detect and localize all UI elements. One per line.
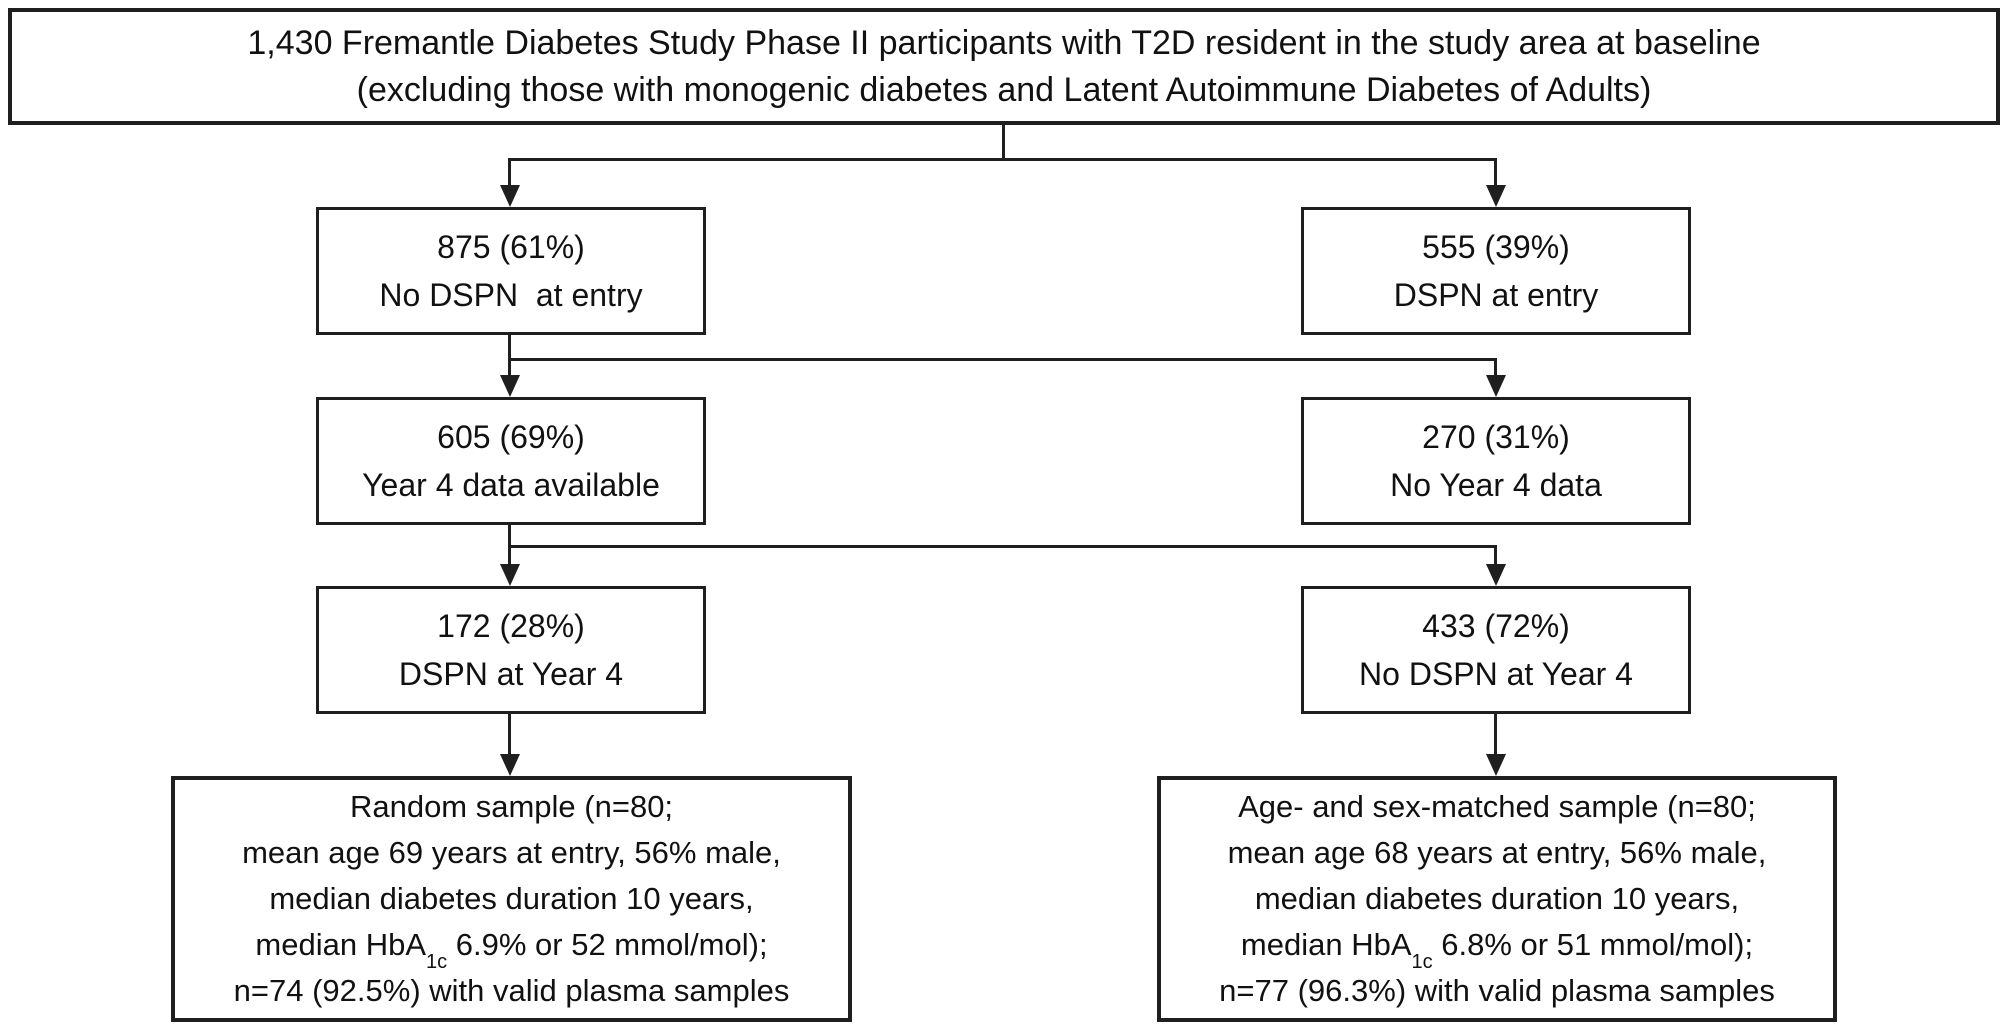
arrowhead-no-year4-data — [1486, 375, 1506, 397]
box-no-year4-data: 270 (31%) No Year 4 data — [1301, 397, 1691, 525]
dspn-year4-count: 172 (28%) — [437, 608, 585, 644]
no-year4-data-label: No Year 4 data — [1390, 467, 1602, 503]
random-sample-line4-post: 6.9% or 52 mmol/mol); — [447, 927, 768, 962]
arrowhead-matched-sample — [1486, 754, 1506, 776]
connector-row2-branch — [508, 358, 1497, 361]
no-dspn-entry-count: 875 (61%) — [437, 229, 585, 265]
box-study-population: 1,430 Fremantle Diabetes Study Phase II … — [8, 8, 2000, 125]
box-dspn-entry: 555 (39%) DSPN at entry — [1301, 207, 1691, 335]
connector-row2-stub — [508, 335, 511, 361]
connector-row3-stub — [508, 525, 511, 548]
random-sample-line5: n=74 (92.5%) with valid plasma samples — [233, 973, 790, 1008]
dspn-year4-label: DSPN at Year 4 — [398, 656, 624, 692]
matched-sample-line2: mean age 68 years at entry, 56% male, — [1227, 835, 1767, 870]
random-sample-line4: median HbA1c 6.9% or 52 mmol/mol); — [255, 922, 768, 972]
study-population-line1: 1,430 Fremantle Diabetes Study Phase II … — [247, 23, 1761, 62]
no-dspn-entry-label: No DSPN at entry — [379, 277, 643, 313]
year4-available-label: Year 4 data available — [362, 467, 660, 503]
year4-available-count: 605 (69%) — [437, 419, 585, 455]
no-dspn-year4-count: 433 (72%) — [1422, 608, 1570, 644]
connector-row1-left-drop — [508, 158, 511, 186]
matched-sample-line4-post: 6.8% or 51 mmol/mol); — [1432, 927, 1754, 962]
box-dspn-year4: 172 (28%) DSPN at Year 4 — [316, 586, 706, 714]
box-no-dspn-entry: 875 (61%) No DSPN at entry — [316, 207, 706, 335]
connector-row3-left-drop — [508, 545, 511, 565]
connector-row4-right-drop — [1494, 714, 1497, 755]
matched-sample-line4-pre: median HbA — [1240, 927, 1412, 962]
connector-row2-right-drop — [1494, 358, 1497, 376]
dspn-entry-label: DSPN at entry — [1393, 277, 1599, 313]
study-population-line2: (excluding those with monogenic diabetes… — [356, 70, 1652, 109]
matched-sample-line4: median HbA1c 6.8% or 51 mmol/mol); — [1240, 922, 1754, 972]
matched-sample-line5: n=77 (96.3%) with valid plasma samples — [1219, 973, 1775, 1008]
box-random-sample: Random sample (n=80; mean age 69 years a… — [171, 776, 852, 1022]
arrowhead-random-sample — [500, 754, 520, 776]
connector-top-stub — [1002, 125, 1005, 161]
random-sample-line2: mean age 69 years at entry, 56% male, — [242, 835, 781, 870]
matched-sample-hba1c-subscript: 1c — [1411, 951, 1433, 974]
connector-row1-right-drop — [1494, 158, 1497, 186]
connector-row4-left-drop — [508, 714, 511, 755]
no-dspn-year4-label: No DSPN at Year 4 — [1359, 656, 1633, 692]
matched-sample-line1: Age- and sex-matched sample (n=80; — [1238, 789, 1756, 824]
box-no-dspn-year4: 433 (72%) No DSPN at Year 4 — [1301, 586, 1691, 714]
connector-row3-right-drop — [1494, 545, 1497, 565]
random-sample-line1: Random sample (n=80; — [349, 789, 674, 824]
box-year4-available: 605 (69%) Year 4 data available — [316, 397, 706, 525]
arrowhead-no-dspn-year4 — [1486, 564, 1506, 586]
arrowhead-no-dspn-entry — [500, 185, 520, 207]
arrowhead-dspn-entry — [1486, 185, 1506, 207]
no-year4-data-count: 270 (31%) — [1422, 419, 1570, 455]
dspn-entry-count: 555 (39%) — [1422, 229, 1570, 265]
connector-row2-left-drop — [508, 358, 511, 376]
random-sample-line3: median diabetes duration 10 years, — [269, 881, 754, 916]
arrowhead-dspn-year4 — [500, 564, 520, 586]
connector-row3-branch — [508, 545, 1497, 548]
box-matched-sample: Age- and sex-matched sample (n=80; mean … — [1157, 776, 1837, 1022]
connector-row1-branch — [508, 158, 1497, 161]
arrowhead-year4-available — [500, 375, 520, 397]
random-sample-hba1c-subscript: 1c — [426, 951, 448, 974]
random-sample-line4-pre: median HbA — [255, 927, 427, 962]
matched-sample-line3: median diabetes duration 10 years, — [1254, 881, 1740, 916]
